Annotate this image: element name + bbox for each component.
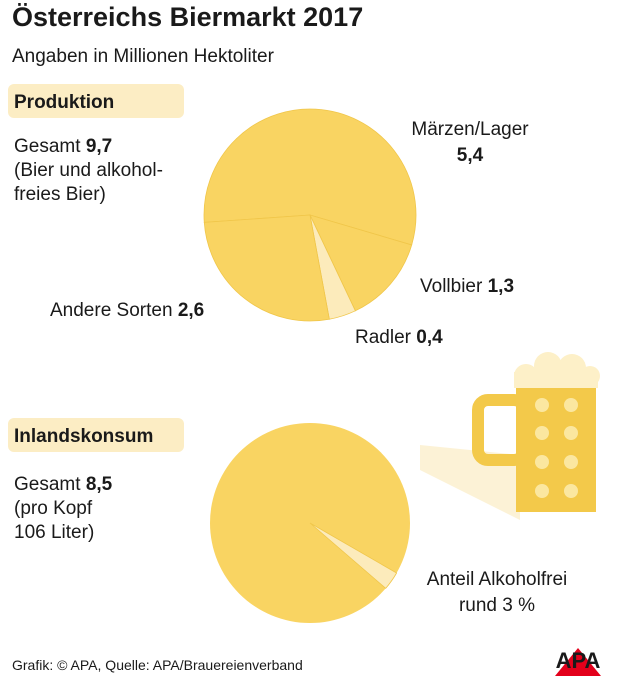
total-value: 8,5 — [86, 474, 113, 495]
slice-name: Vollbier — [420, 276, 483, 297]
section-title: Inlandskonsum — [14, 426, 153, 447]
total-label: Gesamt — [14, 474, 81, 495]
total-text: Gesamt 8,5 — [14, 474, 113, 495]
note: freies Bier) — [14, 184, 106, 205]
slice-label: Vollbier 1,3 — [420, 276, 514, 297]
title: Österreichs Biermarkt 2017 — [12, 2, 363, 32]
section-box — [8, 418, 184, 452]
pie-slice — [203, 108, 417, 246]
slice-value: 1,3 — [488, 276, 514, 297]
pie-slice — [203, 214, 330, 322]
total-value: 9,7 — [86, 136, 112, 157]
beer-mug — [420, 352, 600, 520]
slice-label: Märzen/Lager — [411, 119, 529, 140]
pie-slice — [309, 522, 398, 589]
total-text: Gesamt 9,7 — [14, 136, 112, 157]
slice-name: Radler — [355, 327, 412, 348]
note: 106 Liter) — [14, 522, 94, 543]
slice-name: Andere Sorten — [50, 300, 173, 321]
section-box — [8, 84, 184, 118]
total-label: Gesamt — [14, 136, 81, 157]
slice-label: Anteil Alkoholfrei — [427, 569, 567, 590]
note: (pro Kopf — [14, 498, 93, 519]
pie-slice — [309, 214, 413, 312]
logo: APA — [556, 648, 601, 673]
source: Grafik: © APA, Quelle: APA/Brauereienver… — [12, 657, 303, 673]
slice-value: 2,6 — [178, 300, 204, 321]
slice-label: Radler 0,4 — [355, 327, 443, 348]
subtitle: Angaben in Millionen Hektoliter — [12, 46, 275, 67]
slice-label: Andere Sorten 2,6 — [50, 300, 204, 321]
note: (Bier und alkohol- — [14, 160, 163, 181]
slice-value: 5,4 — [457, 145, 484, 166]
section-title: Produktion — [14, 92, 114, 113]
slice-value: 0,4 — [416, 327, 443, 348]
slice-value: rund 3 % — [459, 595, 535, 616]
logo-mark — [555, 648, 601, 676]
